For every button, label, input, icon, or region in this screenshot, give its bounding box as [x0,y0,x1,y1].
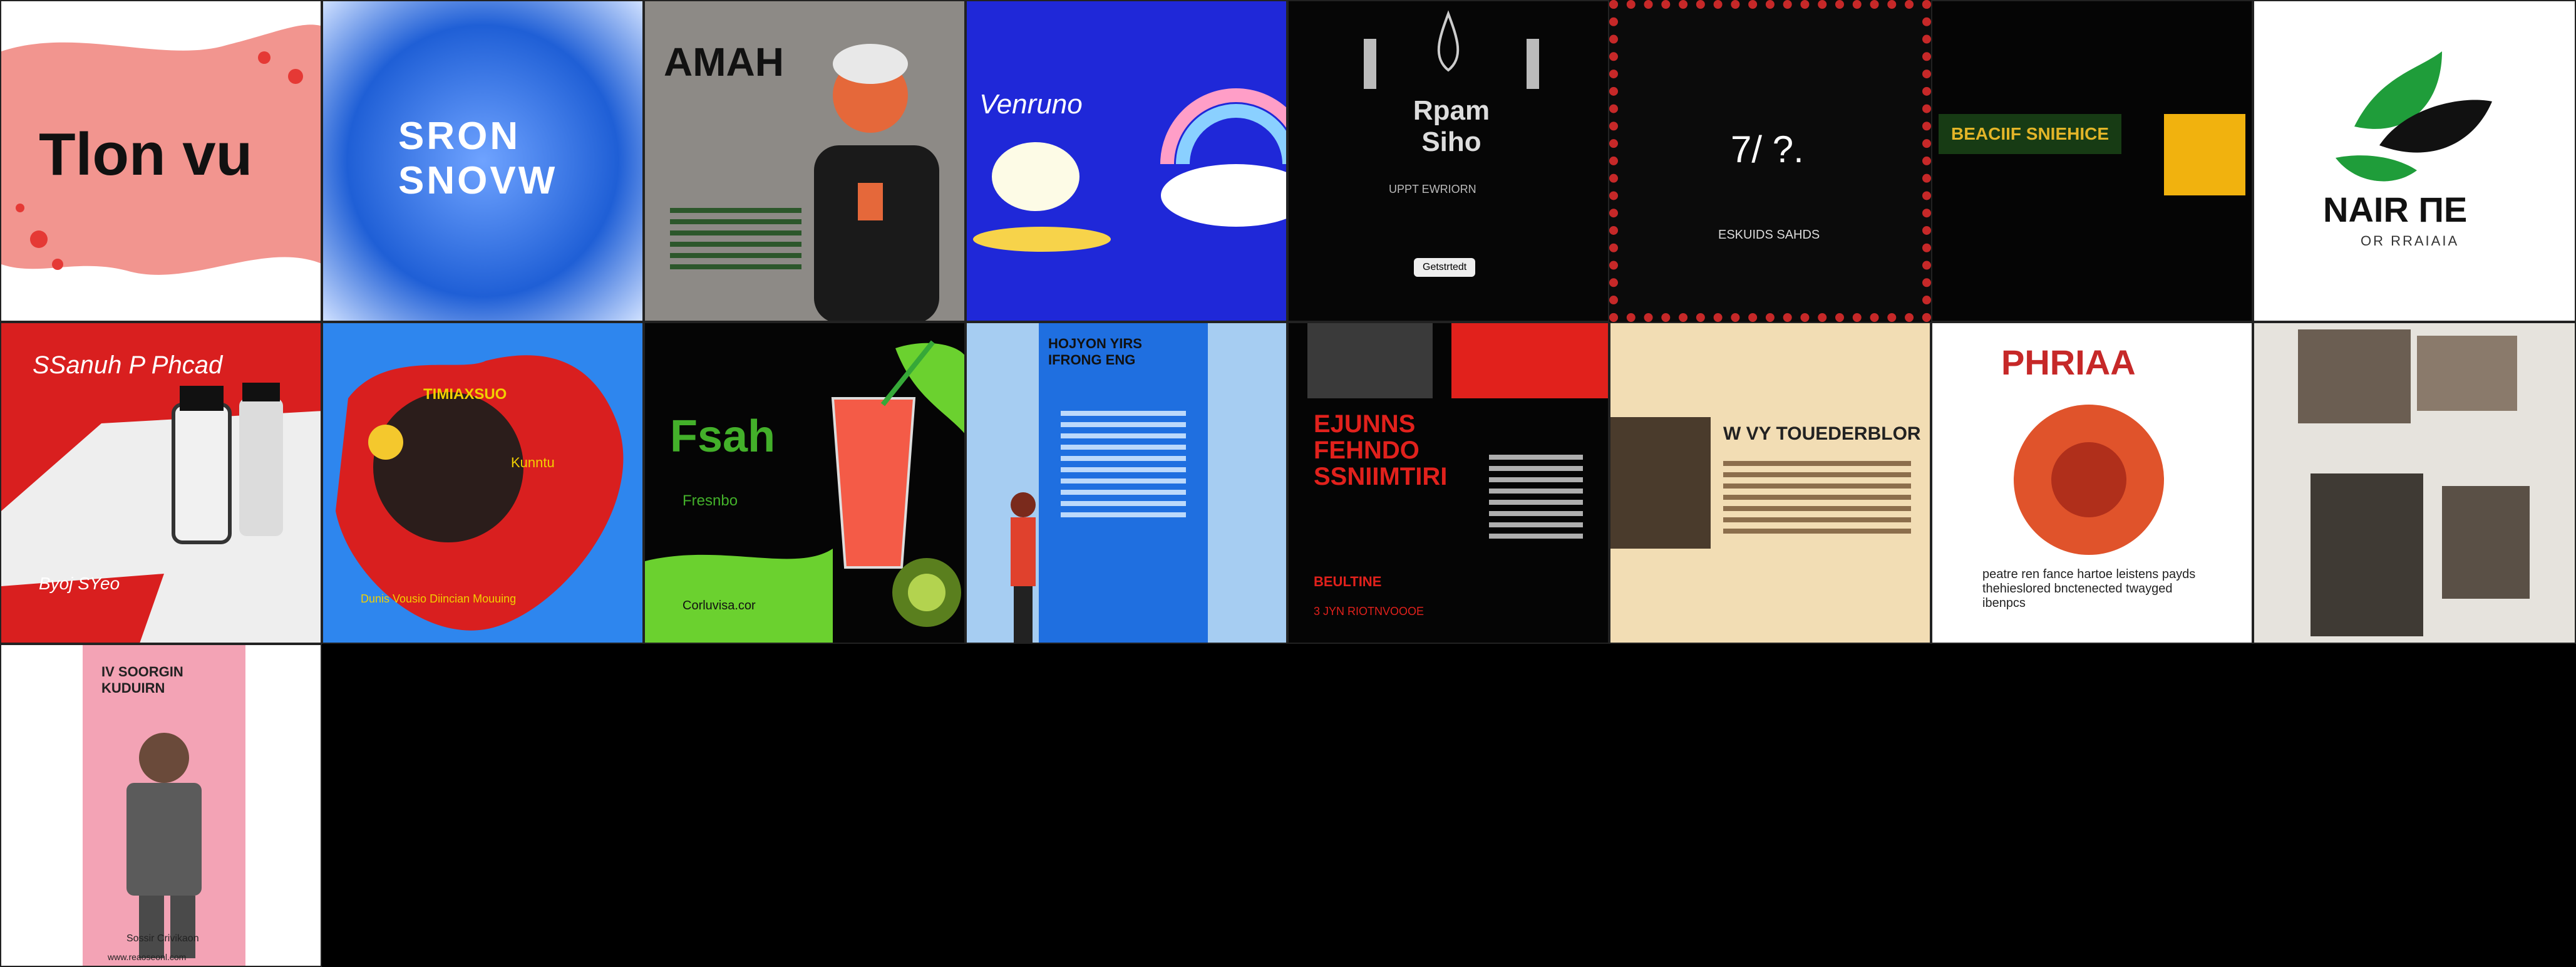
tile-9-footer: Byoj SYeo [39,574,120,593]
tile-2-title: SRON SNOVW [398,115,558,202]
tile-10-footer: Dunis Vousio Diincian Mouuing [361,592,517,605]
tile-9-title: SSanuh P Phcad [33,351,223,379]
tile-16-photo-c [2311,473,2423,636]
juice-glass-icon [645,340,964,643]
tile-16-photo-b [2417,336,2517,411]
tile-8[interactable]: NAIR ΠE OR RRAIAIA [2253,0,2576,322]
tile-13-footer: 3 JYN RIOTNVOOOE [1314,605,1425,618]
tile-7-title: BEACIIF SNIEHICE [1939,114,2122,154]
abstract-circle-icon [2014,405,2164,555]
product-bottles-icon [1,323,321,643]
tile-15-title: PHRIAA [2001,343,2136,382]
tile-5-button[interactable]: Getstrtedt [1414,258,1476,277]
tile-16-photo-a [2298,329,2411,423]
tile-12[interactable]: HOJYON YIRS IFRONG ENG [966,322,1287,644]
person-figure-icon [1011,492,1036,643]
tile-5-subtitle: UPPT EWRIORN [1389,183,1476,195]
tile-7-square [2164,114,2245,195]
tile-6-subtitle: ESKUIDS SAHDS [1718,228,1820,242]
tile-16[interactable] [2253,322,2576,644]
tile-3-title: AMAH [664,39,784,85]
tile-6-title: 7/ ?. [1731,128,1804,170]
tile-4-title: Venruno [979,89,1083,120]
tile-12-list [1061,405,1186,524]
person-figure-icon [814,44,939,321]
tile-13-label: BEULTINE [1314,574,1382,589]
tile-16-photo-d [2442,486,2530,599]
tile-10-title: TIMIAXSUO [423,386,507,403]
tile-11-footer: Corluvisa.cor [683,599,756,613]
tile-17[interactable]: IV SOORGIN KUDUIRN Sossir Crivikaon www.… [0,644,322,967]
person-figure-icon [126,733,202,958]
tile-3-text-block [670,202,801,276]
abstract-shape-icon [1,24,321,275]
tile-1-title: Tlon vu [39,121,253,188]
tile-13-title: EJUNNS FEHNDO SSNIIMTIRI [1314,410,1448,490]
tile-11-title: Fsah [670,411,776,462]
tile-8-brand: NAIR ΠE [2323,190,2468,229]
tile-15-body: peatre ren fance hartoe leistens payds t… [1982,567,2196,610]
rainbow-cloud-icon [973,88,1286,252]
tile-11-subtitle: Fresnbo [683,492,738,509]
tile-7[interactable]: BEACIIF SNIEHICE [1931,0,2253,322]
tile-17-name: Sossir Crivikaon [126,933,199,944]
tile-14-text-block [1723,455,1911,540]
tile-12-title: HOJYON YIRS IFRONG ENG [1048,336,1142,368]
tile-13-text-block [1489,448,1583,545]
tile-10[interactable]: TIMIAXSUO Kunntu Dunis Vousio Diincian M… [322,322,644,644]
tile-14-title: W VY TOUEDERBLOR [1723,423,1921,444]
lantern-icon [1364,10,1539,89]
tile-11[interactable]: Fsah Fresnbo Corluvisa.cor [644,322,966,644]
tile-4[interactable]: Venruno [966,0,1287,322]
tile-5[interactable]: Rpam Siho UPPT EWRIORN Getstrtedt [1287,0,1609,322]
tile-10-side: Kunntu [511,455,555,470]
tile-5-title: Rpam Siho [1413,95,1490,157]
tile-13-photo [1307,323,1433,398]
leaf-logo-icon [2336,51,2492,182]
tile-1[interactable]: Tlon vu [0,0,322,322]
tile-9[interactable]: SSanuh P Phcad Byoj SYeo [0,322,322,644]
red-heart-frame-icon [336,355,624,631]
tile-8-tagline: OR RRAIAIA [2361,233,2460,249]
tile-17-footer: www.reaoseonl.com [108,952,187,962]
tile-14-photos [1610,417,1711,549]
tile-13-red-block [1451,323,1608,398]
tile-3[interactable]: AMAH [644,0,966,322]
tile-13[interactable]: EJUNNS FEHNDO SSNIIMTIRI BEULTINE 3 JYN … [1287,322,1609,644]
tile-14[interactable]: W VY TOUEDERBLOR [1609,322,1931,644]
tile-6[interactable]: 7/ ?. ESKUIDS SAHDS [1609,0,1931,322]
tile-17-title: IV SOORGIN KUDUIRN [101,664,183,696]
tile-15[interactable]: PHRIAA peatre ren fance hartoe leistens … [1931,322,2253,644]
tile-2[interactable]: SRON SNOVW [322,0,644,322]
